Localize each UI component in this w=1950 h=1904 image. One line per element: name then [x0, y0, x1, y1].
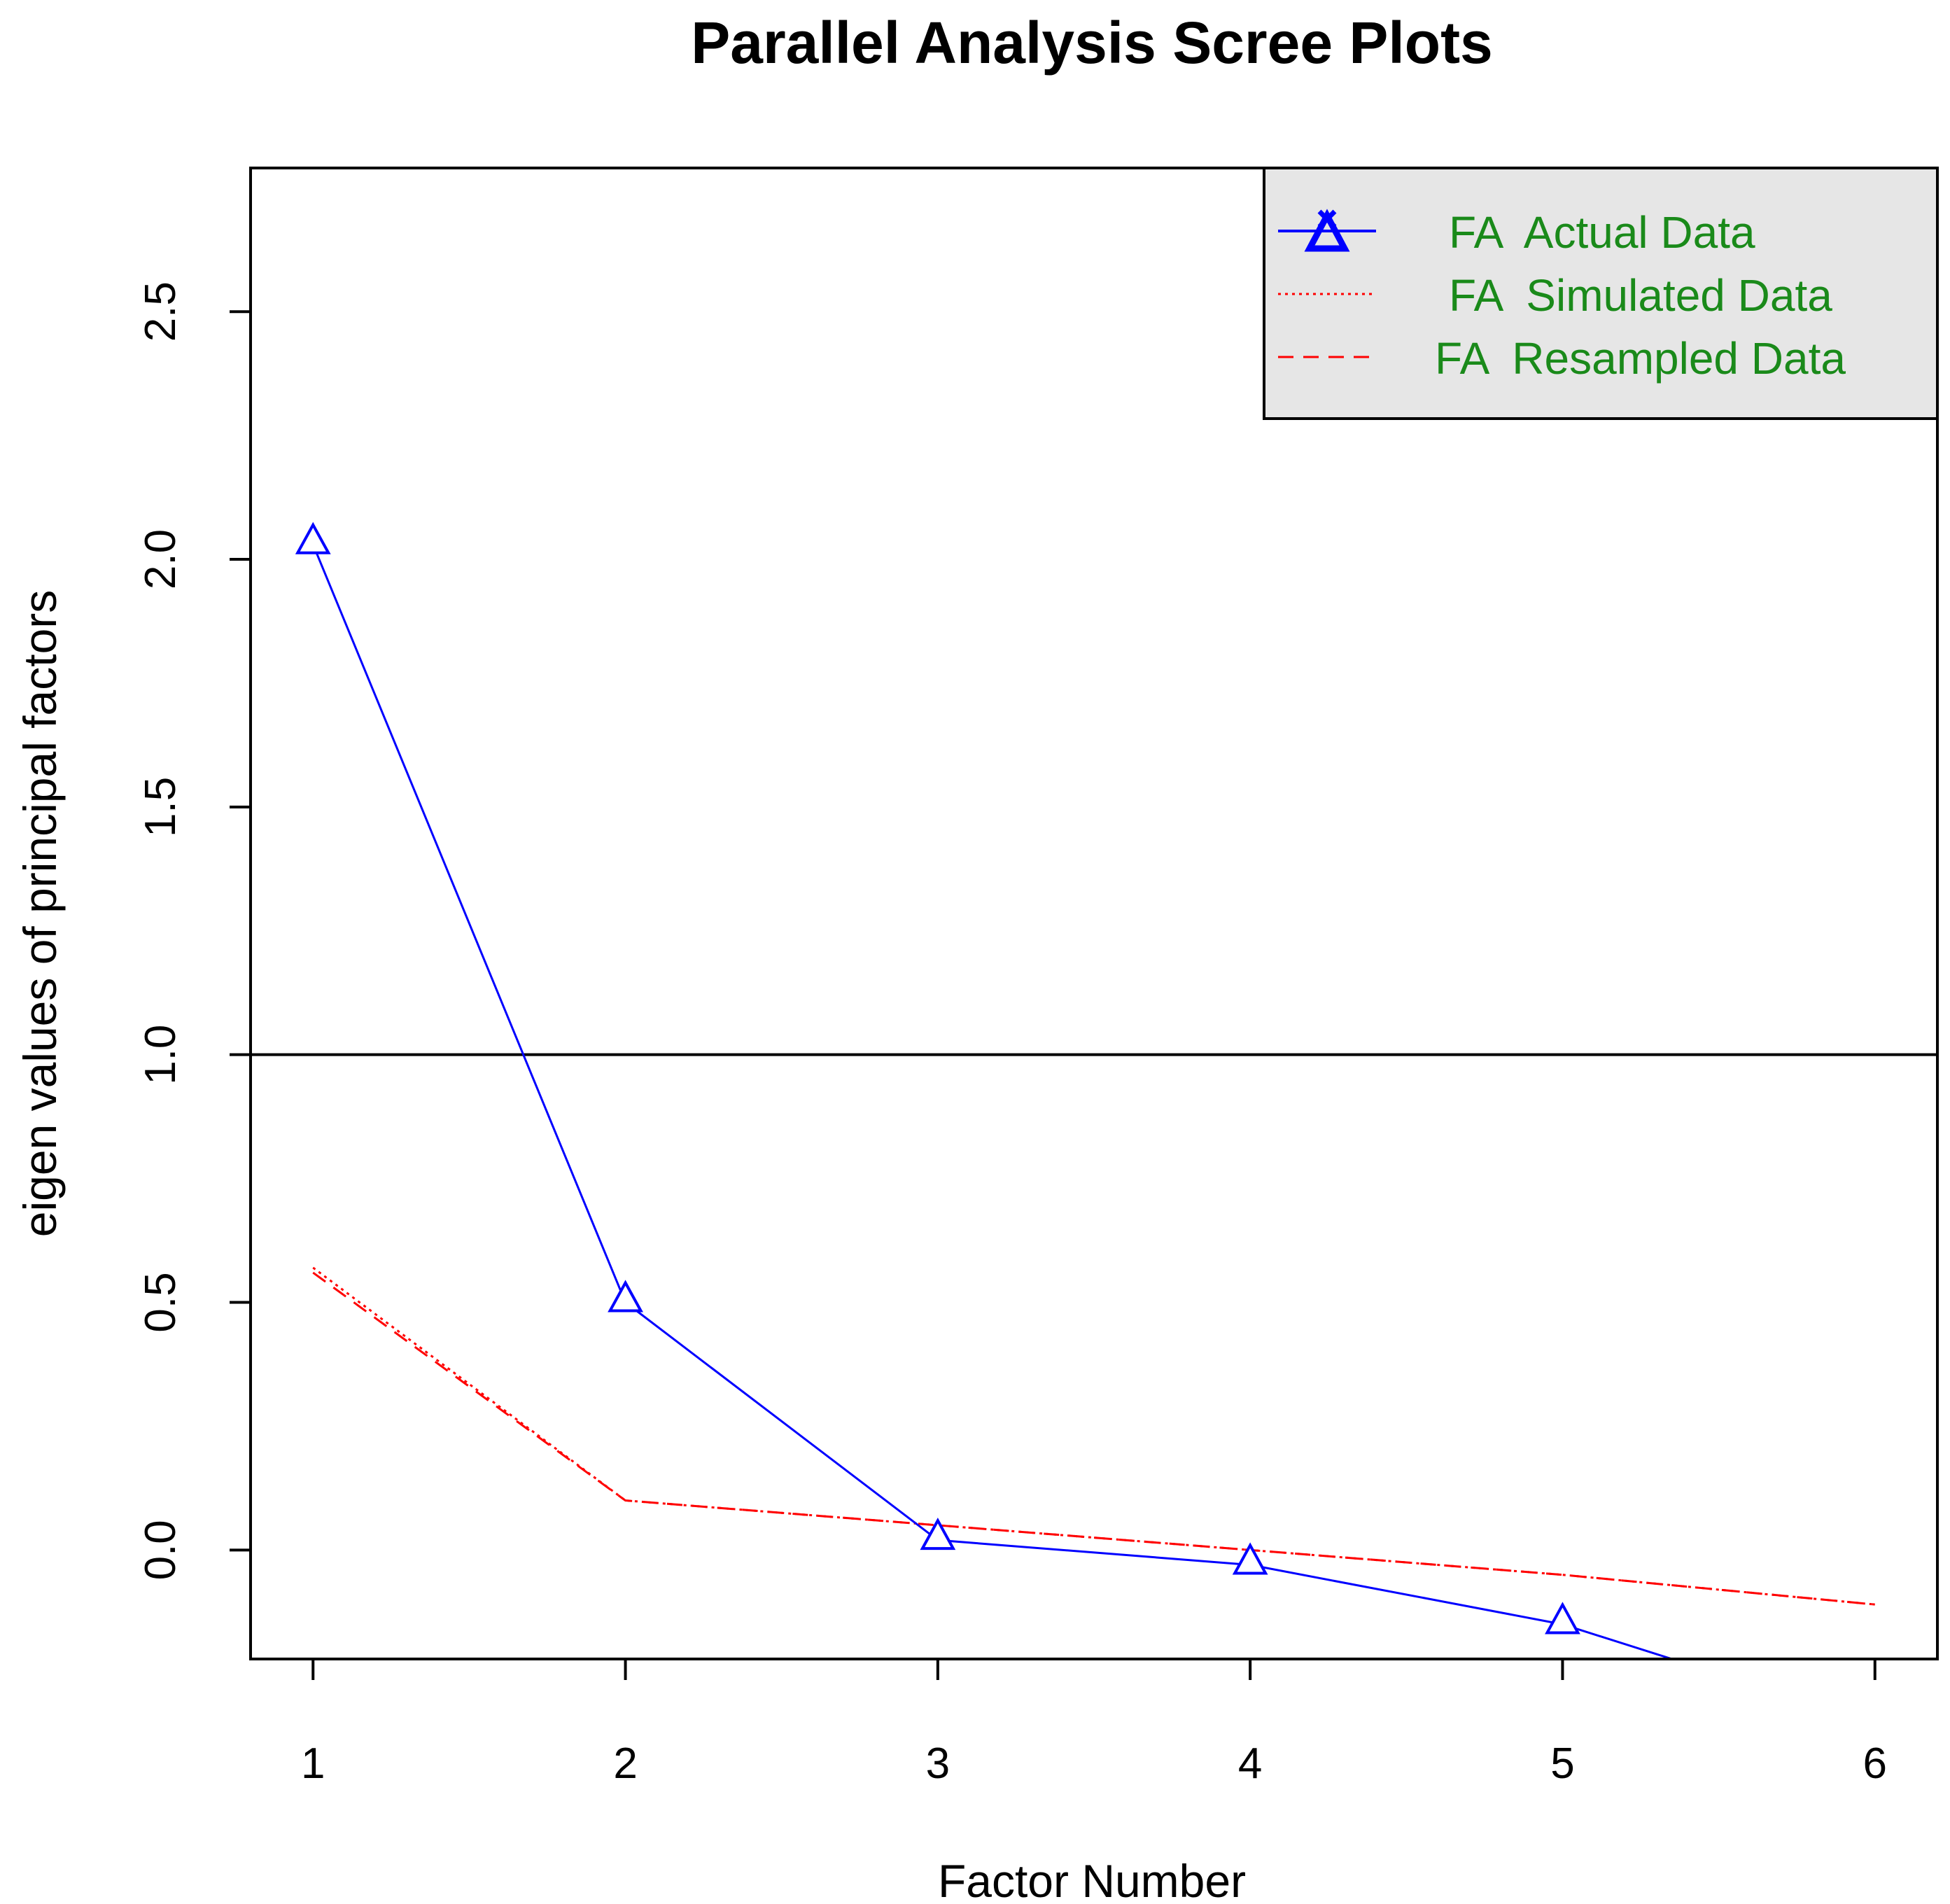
data-point-marker: [1860, 1704, 1891, 1732]
x-tick-label: 4: [1238, 1740, 1262, 1788]
legend-actual-triangle-icon: [1304, 209, 1350, 252]
x-axis-label: Factor Number: [938, 1855, 1246, 1904]
series-line: [312, 1271, 1875, 1606]
y-axis-label: eigen values of principal factors: [14, 590, 66, 1238]
data-point-marker: [920, 1518, 956, 1550]
series-layer: [251, 522, 1937, 1732]
y-axis: 0.0 0.5 1.0 1.5 2.0 2.5: [136, 281, 252, 1580]
legend-label-resampled: FA Resampled Data: [1435, 333, 1846, 384]
legend-label-actual: FA Actual Data: [1449, 207, 1755, 258]
x-tick-label: 6: [1863, 1740, 1886, 1788]
chart-title: Parallel Analysis Scree Plots: [691, 10, 1493, 76]
data-point-marker: [1232, 1542, 1268, 1575]
legend: FA Actual Data FA Simulated Data FA Resa…: [1263, 167, 1939, 420]
data-point-marker: [608, 1280, 643, 1312]
y-tick-label: 2.0: [136, 529, 185, 589]
legend-actual-cross-icon: [1317, 209, 1337, 229]
data-point-marker: [1545, 1602, 1580, 1634]
series-line: [311, 544, 1676, 1659]
x-axis: 1 2 3 4 5 6: [301, 1658, 1887, 1788]
x-tick-label: 5: [1550, 1740, 1574, 1788]
x-tick-label: 2: [613, 1740, 637, 1788]
legend-label-simulated: FA Simulated Data: [1449, 270, 1832, 321]
y-tick-label: 0.0: [136, 1520, 185, 1580]
y-tick-label: 1.0: [136, 1025, 185, 1085]
y-tick-label: 0.5: [136, 1272, 185, 1332]
x-tick-label: 3: [926, 1740, 950, 1788]
legend-box: [1263, 167, 1939, 420]
x-tick-label: 1: [301, 1740, 325, 1788]
series-line: [312, 1266, 1875, 1606]
data-point-marker: [295, 522, 331, 554]
y-tick-label: 2.5: [136, 281, 185, 342]
y-tick-label: 1.5: [136, 777, 185, 837]
